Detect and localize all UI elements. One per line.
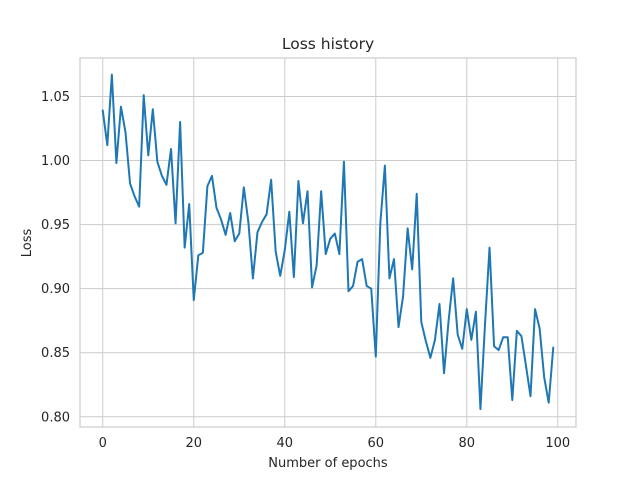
y-tick-label: 1.05 (41, 90, 70, 105)
y-tick-label: 0.80 (41, 410, 70, 425)
plot-area (80, 58, 576, 427)
loss-series-line (101, 73, 555, 411)
y-tick-labels: 0.80 0.85 0.90 0.95 1.00 1.05 (41, 90, 70, 425)
y-tick-label: 0.95 (41, 218, 70, 233)
x-tick-label: 20 (185, 436, 202, 451)
x-tick-labels: 0 20 40 60 80 100 (99, 436, 571, 451)
plot-frame (79, 57, 577, 428)
x-tick-label: 80 (459, 436, 476, 451)
chart-title: Loss history (282, 35, 374, 53)
series-layer (101, 73, 555, 411)
y-tick-label: 0.90 (41, 282, 70, 297)
y-tick-label: 1.00 (41, 154, 70, 169)
y-axis-label: Loss (20, 229, 35, 258)
x-tick-label: 40 (276, 436, 293, 451)
x-axis-label: Number of epochs (268, 456, 388, 471)
x-tick-label: 60 (368, 436, 385, 451)
x-tick-label: 0 (99, 436, 107, 451)
x-gridlines (102, 58, 559, 427)
y-tick-label: 0.85 (41, 346, 70, 361)
x-tick-label: 100 (545, 436, 570, 451)
y-gridlines (80, 95, 576, 418)
